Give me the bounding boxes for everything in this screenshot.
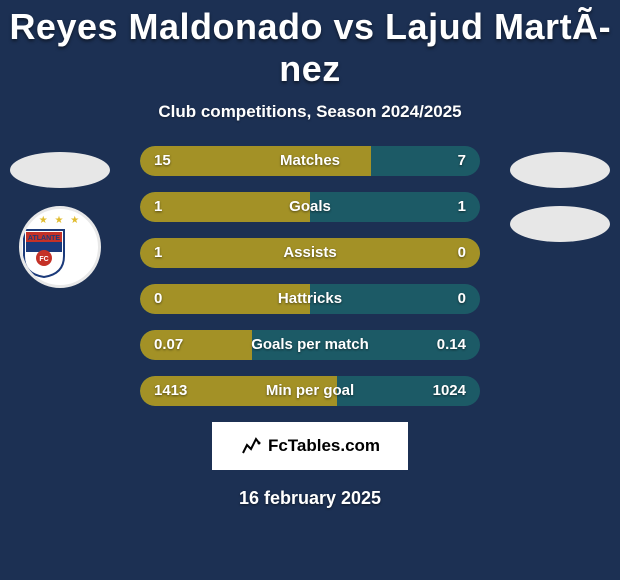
stat-value-right: 0 (458, 284, 466, 314)
footer-date: 16 february 2025 (0, 488, 620, 509)
stat-row: 1Assists0 (140, 238, 480, 268)
page-subtitle: Club competitions, Season 2024/2025 (0, 102, 620, 122)
brand-text: FcTables.com (268, 436, 380, 456)
comparison-bars: 15Matches71Goals11Assists00Hattricks00.0… (140, 146, 480, 406)
svg-text:ATLANTE: ATLANTE (28, 235, 60, 242)
comparison-area: ★ ★ ★ ATLANTE FC 15Matches71Goals11Assis… (0, 146, 620, 406)
player-left-avatar-placeholder (10, 152, 110, 188)
stat-row: 0.07Goals per match0.14 (140, 330, 480, 360)
page-title: Reyes Maldonado vs Lajud MartÃ­nez (0, 0, 620, 90)
stat-label: Min per goal (140, 376, 480, 406)
right-player-column (510, 146, 610, 242)
stat-value-right: 0 (458, 238, 466, 268)
stat-value-right: 1024 (433, 376, 466, 406)
stat-label: Goals per match (140, 330, 480, 360)
club-badge-shield-icon: ATLANTE FC (22, 228, 66, 278)
stat-row: 15Matches7 (140, 146, 480, 176)
player-left-club-badge: ★ ★ ★ ATLANTE FC (19, 206, 101, 288)
stat-row: 1Goals1 (140, 192, 480, 222)
player-right-club-badge-placeholder (510, 206, 610, 242)
brand-logo-icon (240, 435, 262, 457)
stat-row: 1413Min per goal1024 (140, 376, 480, 406)
stat-value-right: 0.14 (437, 330, 466, 360)
stat-value-right: 7 (458, 146, 466, 176)
svg-text:FC: FC (39, 256, 48, 263)
stat-row: 0Hattricks0 (140, 284, 480, 314)
stat-label: Goals (140, 192, 480, 222)
stat-label: Hattricks (140, 284, 480, 314)
club-badge-stars-icon: ★ ★ ★ (22, 215, 98, 226)
stat-value-right: 1 (458, 192, 466, 222)
left-player-column: ★ ★ ★ ATLANTE FC (10, 146, 110, 288)
stat-label: Assists (140, 238, 480, 268)
player-right-avatar-placeholder (510, 152, 610, 188)
brand-box[interactable]: FcTables.com (212, 422, 408, 470)
stat-label: Matches (140, 146, 480, 176)
